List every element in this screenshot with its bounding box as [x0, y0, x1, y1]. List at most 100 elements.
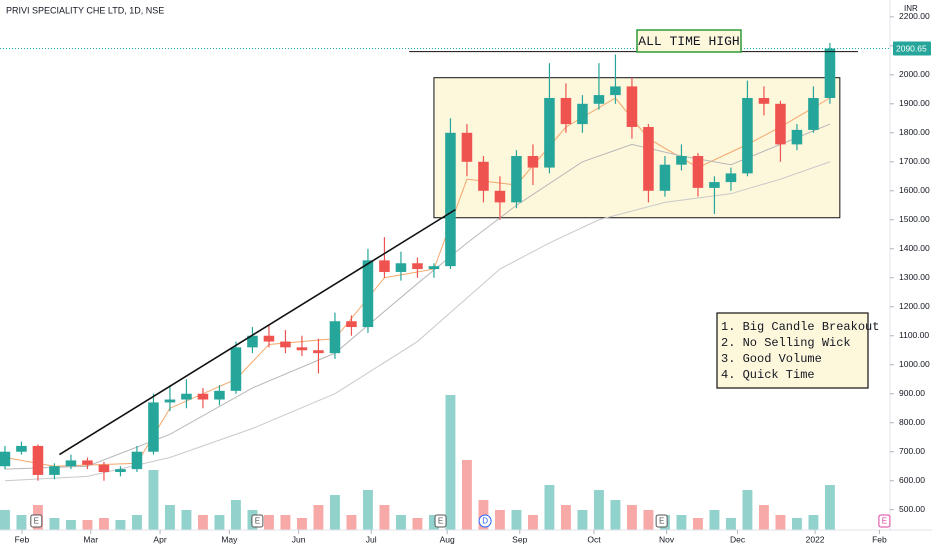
candle-body [478, 161, 489, 191]
note-line: 3. Good Volume [721, 352, 822, 366]
x-tick-label: Sep [512, 534, 527, 544]
candle-body [659, 164, 671, 191]
volume-bar [98, 518, 109, 530]
candle-body [643, 126, 654, 191]
candle-body [98, 464, 110, 473]
y-tick-label: 600.00 [899, 475, 925, 485]
candle-body [593, 95, 605, 104]
volume-bar [626, 505, 637, 530]
volume-bar [560, 505, 571, 530]
note-line: 1. Big Candle Breakout [721, 320, 879, 334]
volume-bar [280, 515, 291, 530]
volume-bar [758, 505, 769, 530]
candle-body [709, 182, 720, 188]
volume-bar [709, 510, 720, 530]
candle-body [824, 48, 836, 98]
candle-body [494, 190, 506, 203]
ath-label: ALL TIME HIGH [638, 34, 739, 49]
volume-bar [164, 505, 175, 530]
chart-title: PRIVI SPECIALITY CHE LTD, 1D, NSE [6, 5, 164, 15]
volume-bar [148, 470, 159, 530]
volume-bar [82, 520, 93, 530]
x-tick-label: Oct [587, 534, 601, 544]
note-line: 2. No Selling Wick [721, 336, 851, 350]
x-tick-label: 2022 [806, 534, 825, 544]
candle-body [527, 155, 539, 168]
y-tick-label: 1800.00 [899, 127, 930, 137]
candle-body [0, 451, 11, 467]
y-tick-label: 500.00 [899, 504, 925, 514]
volume-bar [131, 515, 142, 530]
moving-average [4, 123, 831, 470]
plot-layer [0, 42, 836, 482]
volume-bar [643, 510, 654, 530]
candle-body [247, 335, 258, 348]
candle-body [329, 321, 341, 354]
x-tick-label: Feb [872, 534, 887, 544]
y-tick-label: 1700.00 [899, 156, 930, 166]
volume-bar [808, 515, 819, 530]
y-tick-label: 2000.00 [899, 69, 930, 79]
y-tick-label: 800.00 [899, 417, 925, 427]
volume-bar [725, 518, 736, 530]
x-tick-label: Apr [153, 534, 166, 544]
candle-body [676, 155, 687, 165]
candle-body [626, 86, 638, 127]
overlay-layer [58, 51, 858, 456]
volume-bar [329, 495, 340, 530]
volume-bar [494, 510, 505, 530]
candle-body [148, 402, 159, 452]
volume-bar [527, 515, 538, 530]
y-tick-label: 2200.00 [899, 11, 930, 21]
candle-body [412, 263, 423, 270]
event-label: E [882, 517, 887, 526]
candle-body [181, 393, 192, 400]
candle-body [362, 260, 374, 328]
event-marker [878, 514, 891, 528]
volume-bar [16, 515, 27, 530]
volume-bar [197, 515, 208, 530]
event-label: D [482, 517, 488, 526]
volume-bar [214, 515, 225, 530]
candle-body [82, 460, 93, 465]
last-price-label: 2090.65 [896, 43, 927, 53]
volume-bar [461, 460, 472, 530]
volume-bar [230, 500, 241, 530]
y-tick-label: 1500.00 [899, 214, 930, 224]
volume-bar [742, 490, 753, 530]
candle-body [379, 260, 390, 272]
x-tick-label: Mar [83, 534, 98, 544]
event-marker [478, 514, 492, 528]
y-tick-label: 1000.00 [899, 359, 930, 369]
x-tick-label: Dec [730, 534, 746, 544]
candle-body [296, 347, 308, 351]
note-line: 4. Quick Time [721, 368, 815, 382]
y-tick-label: 1200.00 [899, 301, 930, 311]
x-tick-label: Jul [366, 534, 377, 544]
candle-body [197, 393, 209, 400]
volume-bar [181, 510, 192, 530]
volume-bar [395, 515, 406, 530]
volume-bar [577, 510, 588, 530]
volume-bar [791, 518, 802, 530]
candle-body [560, 97, 572, 125]
volume-bar [544, 485, 555, 530]
event-label: E [659, 517, 664, 526]
candle-body [544, 97, 555, 168]
event-marker [251, 514, 264, 528]
candle-body [32, 445, 44, 475]
y-tick-label: 1400.00 [899, 243, 930, 253]
volume-bar [0, 510, 10, 530]
y-tick-label: 700.00 [899, 446, 925, 456]
x-tick-label: May [221, 534, 238, 544]
y-tick-label: 900.00 [899, 388, 925, 398]
candle-body [610, 86, 621, 96]
candle-body [214, 390, 225, 400]
candle-body [511, 155, 522, 203]
candle-body [725, 173, 737, 183]
x-tick-label: Jun [292, 534, 306, 544]
candle-body [313, 350, 324, 354]
candle-body [65, 460, 77, 467]
moving-average [4, 161, 831, 482]
